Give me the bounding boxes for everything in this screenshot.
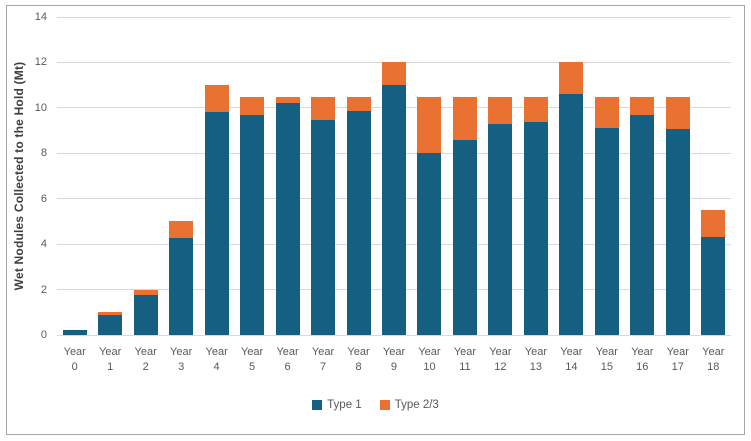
bar-year-1 [98, 312, 123, 335]
y-tick-label-8: 8 [40, 147, 47, 160]
bar-segment-type2-3 [701, 210, 726, 238]
bar-segment-type1 [204, 112, 229, 335]
bar-segment-type2-3 [488, 96, 513, 124]
bar-year-14 [559, 62, 584, 335]
y-tick-label-14: 14 [34, 11, 47, 23]
bar-year-17 [665, 96, 690, 335]
bar-year-15 [594, 96, 619, 335]
x-tick-label-year-3: Year 3 [170, 346, 193, 373]
bar-year-3 [169, 221, 194, 335]
bar-segment-type2-3 [169, 221, 194, 239]
bar-segment-type2-3 [311, 96, 336, 121]
x-tick-label-year-5: Year 5 [240, 346, 264, 373]
bar-year-7 [311, 96, 336, 335]
y-axis-tick-labels: 0 2 4 6 8 10 12 14 [0, 11, 47, 341]
bar-year-4 [204, 85, 229, 335]
bar-segment-type1 [417, 153, 442, 335]
legend-label-type1: Type 1 [327, 399, 362, 411]
legend: Type 1 Type 2/3 [0, 399, 751, 411]
bar-segment-type1 [169, 238, 194, 335]
bar-segment-type1 [275, 103, 300, 335]
x-tick-label-year-8: Year 8 [347, 346, 370, 373]
x-tick-label-year-16: Year 16 [631, 346, 654, 373]
gridline-y-0 [57, 334, 731, 336]
x-tick-label-year-9: Year 9 [382, 346, 406, 373]
legend-label-type2-3: Type 2/3 [394, 399, 439, 411]
x-tick-label-year-0: Year 0 [63, 346, 86, 373]
bar-segment-type2-3 [382, 62, 406, 86]
bar-segment-type1 [452, 139, 477, 335]
x-axis-tick-labels: Year 0 Year 1 Year 2 Year 3 Year 4 Year 5 Year 6 Year 7… [57, 345, 731, 381]
bar-segment-type2-3 [523, 96, 548, 122]
plot-area [57, 16, 731, 336]
gridline-y-12 [57, 61, 731, 63]
bar-segment-type2-3 [98, 312, 123, 315]
bar-year-16 [630, 96, 655, 335]
bar-year-13 [523, 96, 548, 335]
x-tick-label-year-2: Year 2 [134, 346, 157, 373]
x-tick-label-year-17: Year 17 [666, 346, 689, 373]
bar-segment-type2-3 [665, 96, 690, 130]
bar-segment-type2-3 [417, 96, 442, 154]
bar-segment-type1 [523, 121, 548, 335]
x-tick-label-year-15: Year 15 [595, 346, 618, 373]
chart-border [6, 5, 745, 435]
y-tick-label-10: 10 [34, 101, 47, 114]
bar-segment-type1 [630, 114, 655, 335]
bar-segment-type1 [594, 128, 619, 335]
y-tick-label-0: 0 [40, 329, 47, 341]
bar-year-18 [701, 210, 726, 335]
y-tick-label-4: 4 [40, 238, 47, 251]
y-tick-label-2: 2 [40, 283, 47, 296]
x-tick-label-year-18: Year 18 [702, 346, 725, 373]
bar-segment-type1 [559, 94, 584, 335]
x-tick-label-year-6: Year 6 [276, 346, 299, 373]
legend-item-type1: Type 1 [312, 399, 362, 411]
bar-segment-type1 [240, 114, 265, 335]
bar-segment-type1 [311, 120, 336, 335]
bar-year-12 [488, 96, 513, 335]
x-tick-label-year-13: Year 13 [524, 346, 548, 373]
bar-year-5 [240, 96, 265, 335]
bar-segment-type2-3 [630, 96, 655, 115]
bar-segment-type2-3 [133, 289, 158, 296]
bar-segment-type2-3 [275, 96, 300, 104]
legend-swatch-type2-3 [379, 400, 390, 410]
bar-segment-type2-3 [559, 62, 584, 95]
legend-item-type2-3: Type 2/3 [379, 399, 439, 411]
bar-year-2 [133, 289, 158, 335]
bar-year-9 [382, 62, 406, 335]
bar-year-8 [346, 96, 371, 335]
x-tick-label-year-4: Year 4 [205, 346, 228, 373]
bar-segment-type1 [62, 330, 87, 335]
bar-year-10 [417, 96, 442, 335]
gridline-y-14 [57, 16, 731, 18]
bar-segment-type1 [701, 237, 726, 335]
bar-year-11 [452, 96, 477, 335]
legend-swatch-type1 [312, 400, 323, 410]
x-tick-label-year-10: Year 10 [418, 346, 441, 373]
bar-year-0 [62, 330, 87, 335]
bar-segment-type2-3 [594, 96, 619, 129]
x-tick-label-year-14: Year 14 [560, 346, 583, 373]
x-tick-label-year-11: Year 11 [453, 346, 477, 373]
bar-segment-type1 [133, 295, 158, 335]
bar-segment-type2-3 [346, 96, 371, 112]
bar-segment-type1 [665, 129, 690, 335]
bar-segment-type1 [346, 111, 371, 335]
bar-segment-type1 [98, 314, 123, 335]
y-tick-label-12: 12 [34, 56, 47, 69]
bar-segment-type2-3 [204, 85, 229, 113]
bar-year-6 [275, 96, 300, 335]
y-tick-label-6: 6 [40, 192, 47, 205]
bar-segment-type1 [382, 85, 406, 335]
x-tick-label-year-12: Year 12 [489, 346, 512, 373]
bar-segment-type2-3 [240, 96, 265, 115]
bar-segment-type2-3 [452, 96, 477, 140]
x-tick-label-year-7: Year 7 [311, 346, 335, 373]
x-tick-label-year-1: Year 1 [99, 346, 122, 373]
bar-segment-type1 [488, 123, 513, 335]
